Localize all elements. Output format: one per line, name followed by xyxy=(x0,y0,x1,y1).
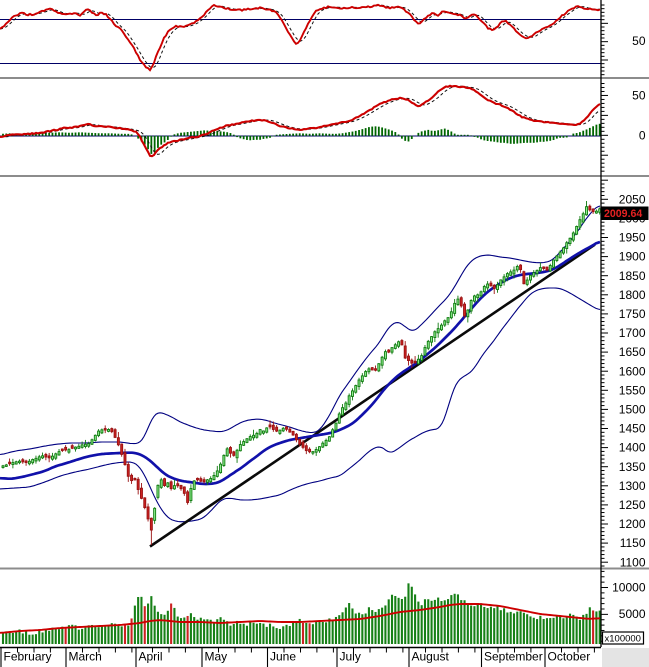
svg-text:1450: 1450 xyxy=(619,422,646,436)
svg-text:1300: 1300 xyxy=(619,479,646,493)
svg-text:February: February xyxy=(4,650,52,664)
svg-text:June: June xyxy=(270,650,296,664)
svg-text:10000: 10000 xyxy=(612,580,646,594)
svg-text:1650: 1650 xyxy=(619,345,646,359)
svg-text:July: July xyxy=(340,650,361,664)
svg-text:50: 50 xyxy=(632,34,646,48)
svg-text:1550: 1550 xyxy=(619,383,646,397)
svg-text:5000: 5000 xyxy=(619,607,646,621)
svg-text:1100: 1100 xyxy=(620,555,646,569)
svg-text:1500: 1500 xyxy=(619,403,646,417)
svg-text:1800: 1800 xyxy=(619,288,646,302)
svg-text:September: September xyxy=(484,650,543,664)
svg-text:August: August xyxy=(412,650,450,664)
svg-text:1750: 1750 xyxy=(619,307,646,321)
svg-text:2050: 2050 xyxy=(619,192,646,206)
svg-text:1250: 1250 xyxy=(619,498,646,512)
svg-text:1900: 1900 xyxy=(619,250,646,264)
svg-text:May: May xyxy=(205,650,228,664)
svg-text:1200: 1200 xyxy=(619,517,646,531)
svg-text:1350: 1350 xyxy=(619,460,646,474)
svg-text:1600: 1600 xyxy=(619,364,646,378)
svg-text:1400: 1400 xyxy=(619,441,646,455)
svg-text:2009.64: 2009.64 xyxy=(604,208,642,220)
svg-text:April: April xyxy=(139,650,163,664)
svg-text:x100000: x100000 xyxy=(605,634,641,645)
svg-text:1850: 1850 xyxy=(619,269,646,283)
svg-text:1950: 1950 xyxy=(619,231,646,245)
svg-text:1150: 1150 xyxy=(620,536,646,550)
svg-text:0: 0 xyxy=(639,129,646,143)
svg-text:50: 50 xyxy=(632,89,646,103)
svg-text:October: October xyxy=(548,650,591,664)
svg-text:March: March xyxy=(69,650,102,664)
svg-text:1700: 1700 xyxy=(619,326,646,340)
